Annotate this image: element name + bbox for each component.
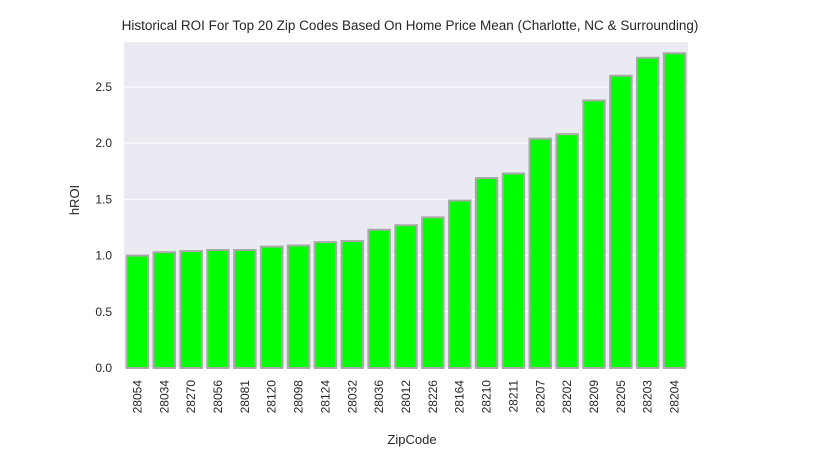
- bar-28205: [609, 74, 633, 369]
- bar-28032: [340, 239, 365, 369]
- bar-28054: [125, 254, 150, 370]
- x-tick-label: 28098: [292, 380, 306, 414]
- x-tick-label: 28081: [238, 380, 252, 414]
- bar-28056: [206, 248, 230, 369]
- x-tick-label: 28034: [157, 380, 171, 414]
- bar-28081: [233, 248, 257, 369]
- x-tick-label: 28032: [345, 380, 359, 414]
- bar-28120: [259, 245, 284, 370]
- bar-28203: [635, 56, 660, 369]
- bar-28036: [367, 228, 391, 369]
- y-tick-label: 0.0: [95, 361, 112, 375]
- x-tick-label: 28204: [668, 380, 682, 414]
- x-tick-label: 28226: [426, 380, 440, 414]
- x-tick-labels: 28054 28034 28270 28056 28081 28120 28098 28124…: [130, 380, 681, 414]
- x-tick-label: 28012: [399, 380, 413, 414]
- x-tick-label: 28270: [184, 380, 198, 414]
- x-tick-label: 28056: [211, 380, 225, 414]
- bar-28034: [152, 251, 177, 369]
- x-tick-label: 28164: [453, 380, 467, 414]
- x-tick-label: 28120: [265, 380, 279, 414]
- bars: [125, 52, 687, 370]
- y-tick-label: 0.5: [95, 305, 112, 319]
- y-tick-label: 1.5: [95, 192, 112, 206]
- bar-28209: [582, 99, 606, 369]
- bar-28124: [313, 241, 338, 370]
- x-tick-label: 28054: [130, 380, 144, 414]
- bar-28270: [179, 250, 203, 370]
- bar-28226: [421, 216, 445, 369]
- x-axis-label: ZipCode: [387, 432, 436, 447]
- x-tick-label: 28203: [641, 380, 655, 414]
- bar-28211: [501, 172, 526, 369]
- y-tick-label: 2.0: [95, 136, 112, 150]
- y-tick-label: 2.5: [95, 80, 112, 94]
- y-tick-label: 1.0: [95, 249, 112, 263]
- bar-28098: [286, 244, 311, 369]
- x-tick-label: 28210: [480, 380, 494, 414]
- bar-28202: [555, 133, 579, 369]
- bar-28164: [447, 199, 472, 369]
- x-tick-label: 28211: [506, 380, 520, 413]
- x-tick-label: 28124: [318, 380, 332, 414]
- x-tick-label: 28205: [614, 380, 628, 414]
- chart-title: Historical ROI For Top 20 Zip Codes Base…: [122, 18, 699, 33]
- x-tick-label: 28202: [560, 380, 574, 414]
- x-tick-label: 28207: [533, 380, 547, 414]
- x-tick-label: 28209: [587, 380, 601, 414]
- bar-28210: [474, 177, 499, 369]
- bar-28012: [394, 224, 418, 369]
- x-tick-label: 28036: [372, 380, 386, 414]
- bar-28207: [528, 137, 553, 369]
- y-tick-labels: 0.0 0.5 1.0 1.5 2.0 2.5: [95, 80, 112, 375]
- y-axis-label: hROI: [67, 185, 82, 215]
- bar-28204: [662, 52, 687, 369]
